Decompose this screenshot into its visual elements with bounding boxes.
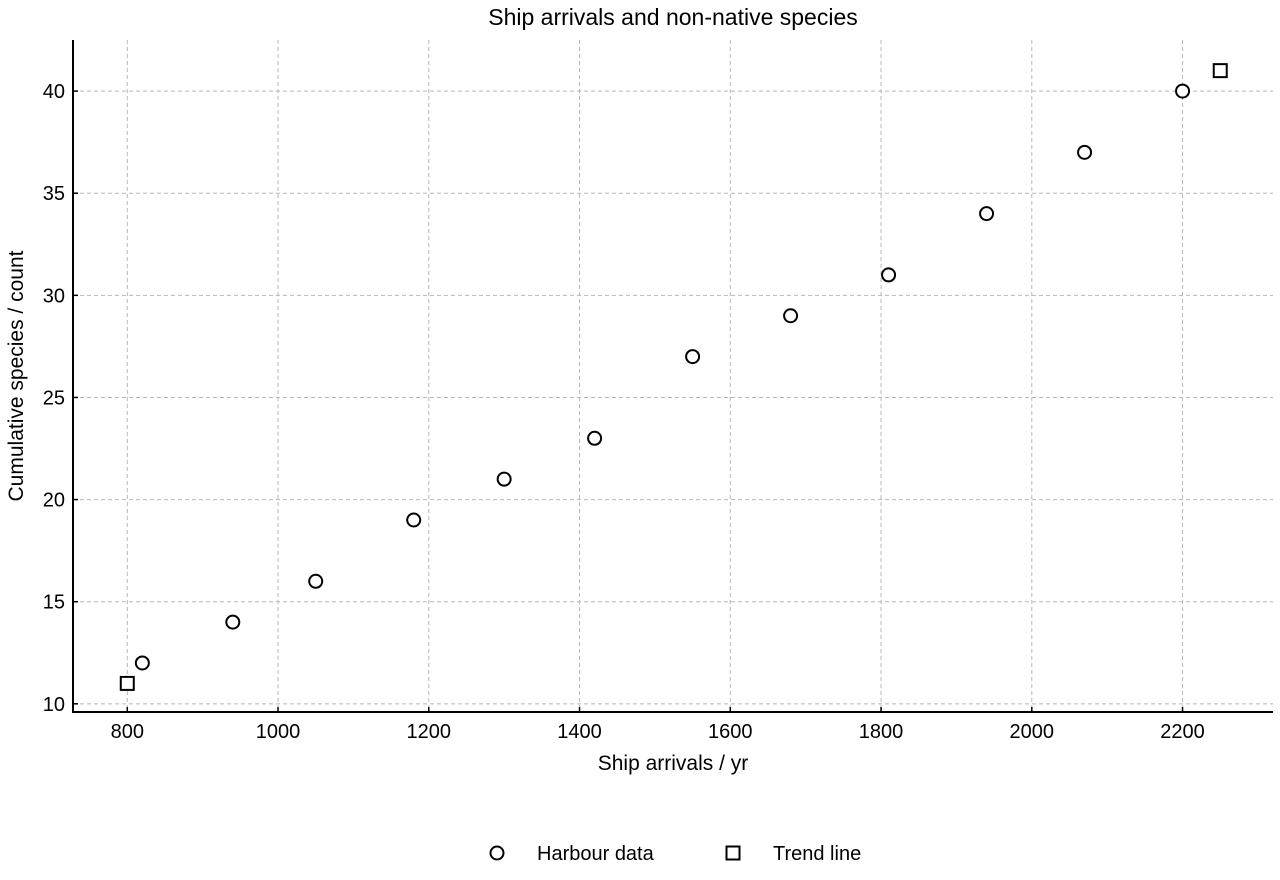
- legend-marker-trend-line: [725, 845, 741, 861]
- x-tick-label: 1200: [407, 721, 452, 743]
- grid: [73, 40, 1273, 712]
- legend-marker-harbour-data: [489, 845, 505, 861]
- y-tick-label: 30: [43, 285, 65, 307]
- y-tick-label: 15: [43, 592, 65, 614]
- point-harbour-data: [1077, 144, 1093, 160]
- point-trend-line: [119, 675, 135, 691]
- y-axis-label: Cumulative species / count: [5, 250, 28, 501]
- axes: [72, 40, 1273, 713]
- point-harbour-data: [496, 471, 512, 487]
- point-harbour-data: [225, 614, 241, 630]
- point-harbour-data: [783, 308, 799, 324]
- point-harbour-data: [881, 267, 897, 283]
- x-tick-label: 1600: [708, 721, 753, 743]
- point-harbour-data: [406, 512, 422, 528]
- y-tick-label: 20: [43, 490, 65, 512]
- legend-label-trend-line: Trend line: [773, 843, 861, 865]
- x-tick-label: 2000: [1010, 721, 1055, 743]
- point-harbour-data: [308, 573, 324, 589]
- legend: Harbour data Trend line: [489, 843, 861, 865]
- point-harbour-data: [979, 206, 995, 222]
- x-axis-label: Ship arrivals / yr: [598, 752, 749, 775]
- point-harbour-data: [685, 349, 701, 365]
- point-harbour-data: [587, 430, 603, 446]
- y-tick-label: 25: [43, 387, 65, 409]
- chart-title: Ship arrivals and non-native species: [488, 4, 857, 30]
- y-tick-label: 10: [43, 694, 65, 716]
- legend-label-harbour-data: Harbour data: [537, 843, 655, 865]
- ticks: 800 1000 1200 1400 1600 1800 2000 2200 10 15 20 25 3…: [43, 81, 1205, 743]
- point-harbour-data: [1175, 83, 1191, 99]
- x-tick-label: 1400: [557, 721, 602, 743]
- x-tick-label: 1000: [256, 721, 301, 743]
- x-tick-label: 1800: [859, 721, 904, 743]
- y-tick-label: 40: [43, 81, 65, 103]
- y-tick-label: 35: [43, 183, 65, 205]
- x-tick-label: 2200: [1160, 721, 1205, 743]
- x-tick-label: 800: [111, 721, 144, 743]
- point-harbour-data: [134, 655, 150, 671]
- point-trend-line: [1212, 63, 1228, 79]
- data-marks: [119, 63, 1228, 691]
